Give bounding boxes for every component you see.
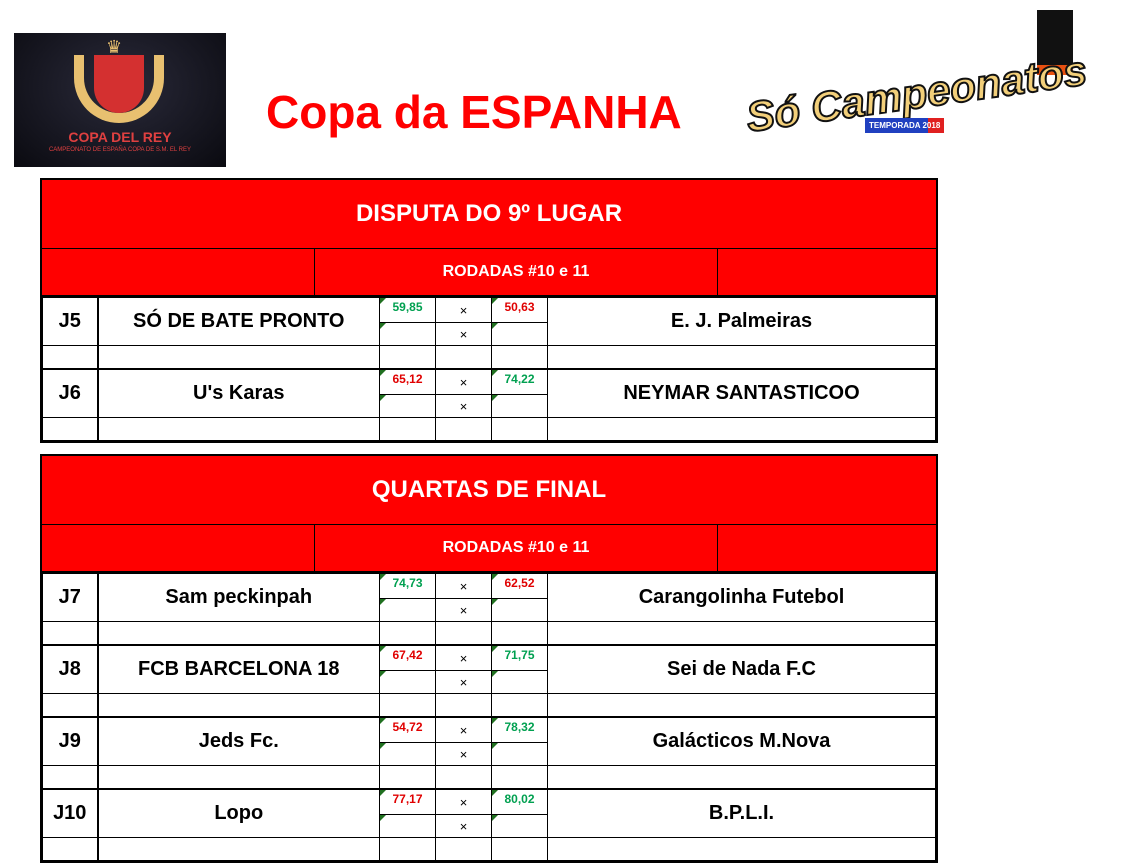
round-row: RODADAS #10 e 11 <box>42 525 936 573</box>
vs-mark: × <box>435 573 492 599</box>
home-team: U's Karas <box>97 368 380 418</box>
away-score-2[interactable] <box>491 814 548 838</box>
table-row: × <box>43 322 936 346</box>
crown-icon: ♛ <box>106 37 123 57</box>
vs-mark: × <box>435 297 492 323</box>
away-team: B.P.L.I. <box>547 788 936 838</box>
spacer-row <box>42 693 936 718</box>
home-team: Lopo <box>97 788 380 838</box>
section-quarterfinals: QUARTAS DE FINAL RODADAS #10 e 11 J7 Sam … <box>40 454 938 863</box>
round-blank <box>42 249 315 295</box>
away-score-2[interactable] <box>491 742 548 766</box>
away-team: Carangolinha Futebol <box>547 573 936 622</box>
away-score-2[interactable] <box>491 322 548 346</box>
vs-mark: × <box>435 716 492 743</box>
match-id: J9 <box>42 716 99 766</box>
table-row: × <box>43 598 936 622</box>
spacer-row <box>42 765 936 790</box>
match-id: J8 <box>42 644 99 694</box>
away-score[interactable]: 50,63 <box>491 297 548 323</box>
round-row: RODADAS #10 e 11 <box>42 249 936 297</box>
home-score-2[interactable] <box>379 598 436 622</box>
home-score-2[interactable] <box>379 742 436 766</box>
away-team: Galácticos M.Nova <box>547 716 936 766</box>
home-score[interactable]: 74,73 <box>379 573 436 599</box>
logo-right-badge: TEMPORADA 2018 <box>865 118 945 133</box>
cup-outline <box>74 55 164 123</box>
round-label: RODADAS #10 e 11 <box>315 525 718 571</box>
away-score[interactable]: 74,22 <box>491 368 548 395</box>
home-score[interactable]: 59,85 <box>379 297 436 323</box>
page-title: Copa da ESPANHA <box>266 86 682 138</box>
table-row: J7 Sam peckinpah 74,73 × 62,52 Carangolinha F… <box>42 573 936 622</box>
vs-mark: × <box>435 368 492 395</box>
match-id: J7 <box>42 573 99 622</box>
spacer-row <box>42 621 936 646</box>
home-score[interactable]: 54,72 <box>379 716 436 743</box>
match-id: J5 <box>42 297 99 346</box>
section-ninth-place: DISPUTA DO 9º LUGAR RODADAS #10 e 11 J5 S… <box>40 178 938 443</box>
away-score-2[interactable] <box>491 394 548 418</box>
home-score[interactable]: 77,17 <box>379 788 436 815</box>
away-team: Sei de Nada F.C <box>547 644 936 694</box>
top-hat-icon <box>1037 10 1073 75</box>
table-row: J8 FCB BARCELONA 18 67,42 × 71,75 Sei de Nada… <box>42 644 936 694</box>
away-team: NEYMAR SANTASTICOO <box>547 368 936 418</box>
spacer-row <box>42 837 936 861</box>
round-label: RODADAS #10 e 11 <box>315 249 718 295</box>
home-score[interactable]: 67,42 <box>379 644 436 671</box>
home-score[interactable]: 65,12 <box>379 368 436 395</box>
so-campeonatos-logo: Só Campeonatos TEMPORADA 2018 <box>715 10 1105 150</box>
logo-left-subtext: CAMPEONATO DE ESPAÑA COPA DE S.M. EL REY <box>48 147 192 153</box>
home-score-2[interactable] <box>379 322 436 346</box>
home-team: SÓ DE BATE PRONTO <box>97 297 380 346</box>
round-blank <box>718 525 936 571</box>
vs-mark: × <box>435 394 492 418</box>
match-id: J6 <box>42 368 99 418</box>
table-row: × <box>43 742 936 766</box>
vs-mark: × <box>435 742 492 766</box>
table-row: J10 Lopo 77,17 × 80,02 B.P.L.I. <box>42 788 936 838</box>
copa-del-rey-logo: ♛ COPA DEL REY CAMPEONATO DE ESPAÑA COPA… <box>14 33 226 167</box>
vs-mark: × <box>435 598 492 622</box>
matches-table: J7 Sam peckinpah 74,73 × 62,52 Carangolinha F… <box>42 573 936 861</box>
away-team: E. J. Palmeiras <box>547 297 936 346</box>
home-score-2[interactable] <box>379 670 436 694</box>
spacer-row <box>42 345 936 370</box>
section-title: QUARTAS DE FINAL <box>42 456 936 525</box>
vs-mark: × <box>435 814 492 838</box>
away-score[interactable]: 80,02 <box>491 788 548 815</box>
spacer-row <box>42 417 936 441</box>
away-score-2[interactable] <box>491 670 548 694</box>
vs-mark: × <box>435 322 492 346</box>
match-id: J10 <box>42 788 99 838</box>
away-score-2[interactable] <box>491 598 548 622</box>
home-team: FCB BARCELONA 18 <box>97 644 380 694</box>
home-score-2[interactable] <box>379 394 436 418</box>
table-row: × <box>43 670 936 694</box>
home-team: Jeds Fc. <box>97 716 380 766</box>
away-score[interactable]: 71,75 <box>491 644 548 671</box>
away-score[interactable]: 62,52 <box>491 573 548 599</box>
matches-table: J5 SÓ DE BATE PRONTO 59,85 × 50,63 E. J. Palm… <box>42 297 936 441</box>
table-row: J6 U's Karas 65,12 × 74,22 NEYMAR SANTASTICOO <box>42 368 936 418</box>
table-row: J5 SÓ DE BATE PRONTO 59,85 × 50,63 E. J. Palm… <box>42 297 936 346</box>
vs-mark: × <box>435 670 492 694</box>
away-score[interactable]: 78,32 <box>491 716 548 743</box>
home-score-2[interactable] <box>379 814 436 838</box>
logo-left-text: COPA DEL REY <box>68 129 172 145</box>
round-blank <box>718 249 936 295</box>
round-blank <box>42 525 315 571</box>
table-row: J9 Jeds Fc. 54,72 × 78,32 Galácticos M.Nova <box>42 716 936 766</box>
section-title: DISPUTA DO 9º LUGAR <box>42 180 936 249</box>
home-team: Sam peckinpah <box>97 573 380 622</box>
vs-mark: × <box>435 644 492 671</box>
vs-mark: × <box>435 788 492 815</box>
